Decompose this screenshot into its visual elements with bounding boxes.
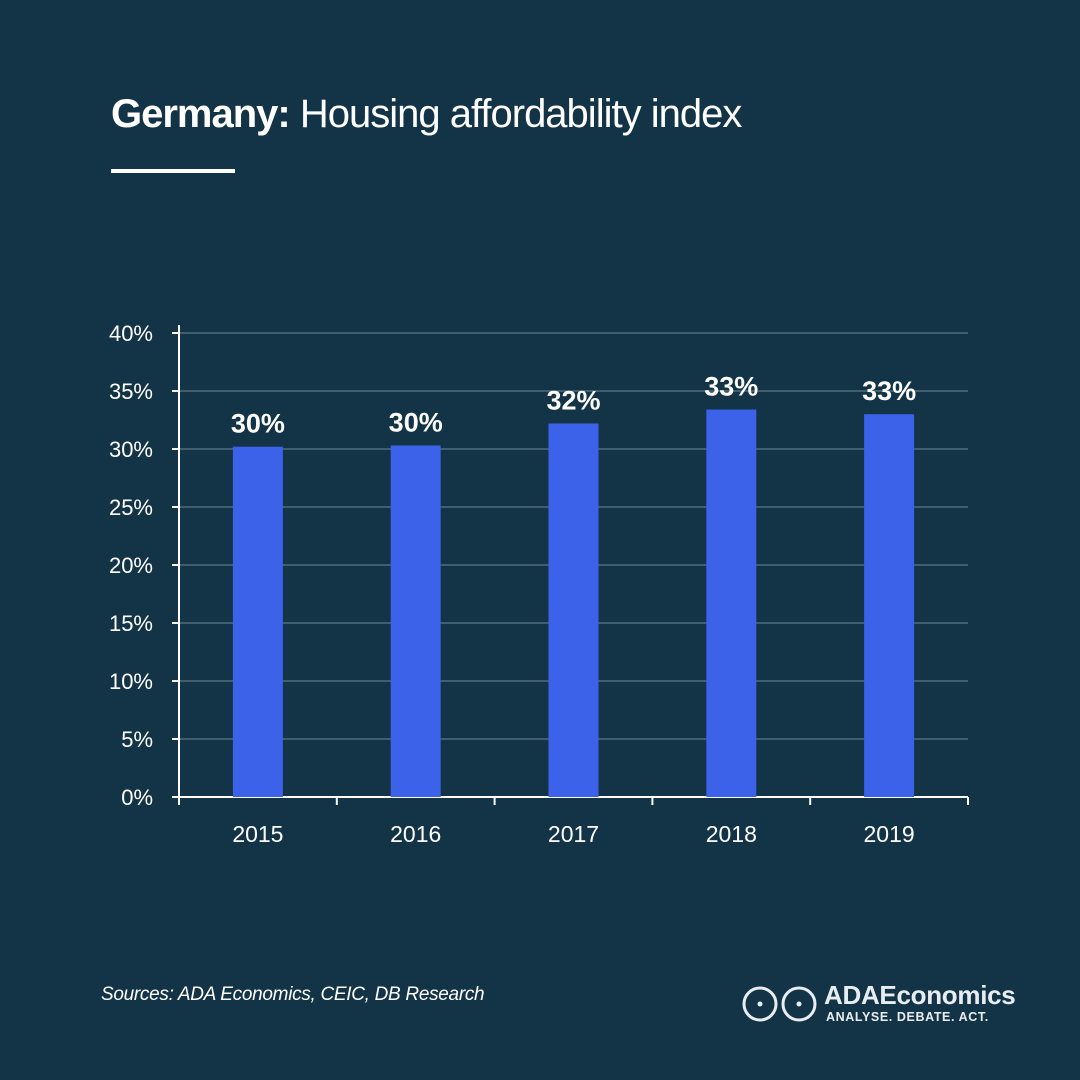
y-tick-label: 10% — [109, 669, 153, 694]
y-tick-label: 5% — [121, 727, 153, 752]
title-subject: Housing affordability index — [299, 92, 742, 136]
y-tick-label: 15% — [109, 611, 153, 636]
data-label-2016: 30% — [389, 408, 443, 438]
data-label-2018: 33% — [704, 372, 758, 402]
bar-2015 — [232, 446, 283, 797]
y-tick-label: 20% — [109, 553, 153, 578]
y-tick-label: 0% — [121, 785, 153, 810]
x-tick-label-2019: 2019 — [864, 821, 915, 847]
chart-title: Germany: Housing affordability index — [111, 88, 742, 140]
x-tick-label-2018: 2018 — [706, 821, 757, 847]
bar-chart: 0% 5% 10% 15% 20% 25% 30% 35% 40% 30% 2015 30% 2016 3… — [109, 321, 969, 847]
y-tick-label: 25% — [109, 495, 153, 520]
bar-2017 — [548, 423, 599, 797]
title-underline — [111, 169, 235, 173]
title-country: Germany: — [111, 92, 291, 136]
x-tick-label-2015: 2015 — [232, 821, 283, 847]
bar-2018 — [706, 409, 757, 797]
data-label-2017: 32% — [546, 385, 600, 415]
brand-name: ADAEconomics — [824, 980, 1016, 1010]
x-tick-label-2016: 2016 — [390, 821, 441, 847]
brand-tagline: ANALYSE. DEBATE. ACT. — [826, 1010, 989, 1024]
bar-2019 — [864, 414, 915, 797]
y-tick-label: 35% — [109, 379, 153, 404]
brand-logo: ADAEconomics ANALYSE. DEBATE. ACT. — [742, 980, 1042, 1028]
data-label-2015: 30% — [231, 409, 285, 439]
y-tick-label: 40% — [109, 321, 153, 346]
source-note: Sources: ADA Economics, CEIC, DB Researc… — [101, 984, 485, 1005]
bar-2016 — [390, 445, 441, 797]
data-label-2019: 33% — [862, 376, 916, 406]
y-tick-label: 30% — [109, 437, 153, 462]
logo-circles-icon — [742, 986, 817, 1022]
x-tick-label-2017: 2017 — [548, 821, 599, 847]
